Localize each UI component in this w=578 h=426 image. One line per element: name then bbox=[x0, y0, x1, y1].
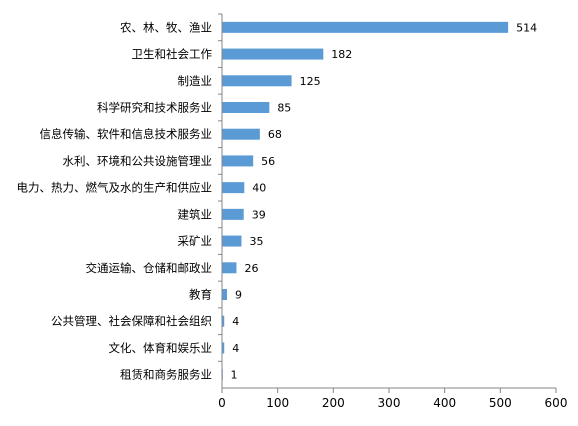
data-label-5: 56 bbox=[261, 155, 275, 168]
bars-layer bbox=[222, 21, 509, 381]
x-tick-label-3: 300 bbox=[378, 396, 401, 410]
x-tick-label-5: 500 bbox=[489, 396, 512, 410]
data-label-7: 39 bbox=[252, 208, 266, 221]
category-label-6: 电力、热力、燃气及水的生产和供应业 bbox=[17, 181, 213, 195]
data-label-11: 4 bbox=[232, 315, 239, 328]
data-label-4: 68 bbox=[268, 128, 282, 141]
data-label-3: 85 bbox=[277, 102, 291, 115]
bar-6 bbox=[222, 182, 245, 194]
bar-0 bbox=[222, 21, 509, 33]
category-labels-layer: 农、林、牧、渔业卫生和社会工作制造业科学研究和技术服务业信息传输、软件和信息技术… bbox=[17, 20, 213, 381]
data-label-13: 1 bbox=[231, 369, 238, 382]
x-tick-label-4: 400 bbox=[433, 396, 456, 410]
category-label-11: 公共管理、社会保障和社会组织 bbox=[51, 314, 212, 328]
bar-12 bbox=[222, 342, 225, 354]
bar-1 bbox=[222, 48, 324, 60]
data-label-6: 40 bbox=[252, 182, 266, 195]
bar-8 bbox=[222, 235, 242, 247]
x-tick-label-2: 200 bbox=[322, 396, 345, 410]
data-label-12: 4 bbox=[232, 342, 239, 355]
category-label-0: 农、林、牧、渔业 bbox=[120, 20, 212, 34]
category-label-3: 科学研究和技术服务业 bbox=[97, 101, 212, 115]
bar-11 bbox=[222, 315, 225, 327]
data-label-10: 9 bbox=[235, 289, 242, 302]
bar-10 bbox=[222, 289, 228, 300]
bar-3 bbox=[222, 102, 270, 113]
x-tick-label-0: 0 bbox=[218, 396, 226, 410]
bar-5 bbox=[222, 155, 254, 167]
category-label-13: 租赁和商务服务业 bbox=[120, 368, 212, 382]
category-label-7: 建筑业 bbox=[178, 207, 213, 221]
category-label-8: 采矿业 bbox=[178, 234, 213, 248]
category-label-4: 信息传输、软件和信息技术服务业 bbox=[40, 127, 213, 141]
axes-layer: 0 100 200 300 400 500 600 bbox=[218, 13, 568, 410]
bar-2 bbox=[222, 75, 292, 87]
bar-7 bbox=[222, 208, 244, 220]
data-label-2: 125 bbox=[300, 75, 321, 88]
data-label-8: 35 bbox=[249, 235, 263, 248]
category-label-5: 水利、环境和公共设施管理业 bbox=[63, 154, 213, 168]
x-tick-label-1: 100 bbox=[266, 396, 289, 410]
data-label-9: 26 bbox=[244, 262, 258, 275]
category-label-1: 卫生和社会工作 bbox=[132, 47, 213, 61]
bar-4 bbox=[222, 128, 260, 140]
data-labels-layer: 514 182 125 85 68 56 40 39 35 26 9 4 4 1 bbox=[231, 21, 538, 381]
x-tick-label-6: 600 bbox=[545, 396, 568, 410]
category-label-2: 制造业 bbox=[178, 74, 213, 88]
category-label-12: 文化、体育和娱乐业 bbox=[109, 341, 213, 355]
category-label-9: 交通运输、仓储和邮政业 bbox=[86, 261, 213, 275]
category-label-10: 教育 bbox=[189, 288, 212, 302]
data-label-1: 182 bbox=[331, 48, 352, 61]
bar-9 bbox=[222, 262, 237, 274]
data-label-0: 514 bbox=[516, 21, 537, 34]
